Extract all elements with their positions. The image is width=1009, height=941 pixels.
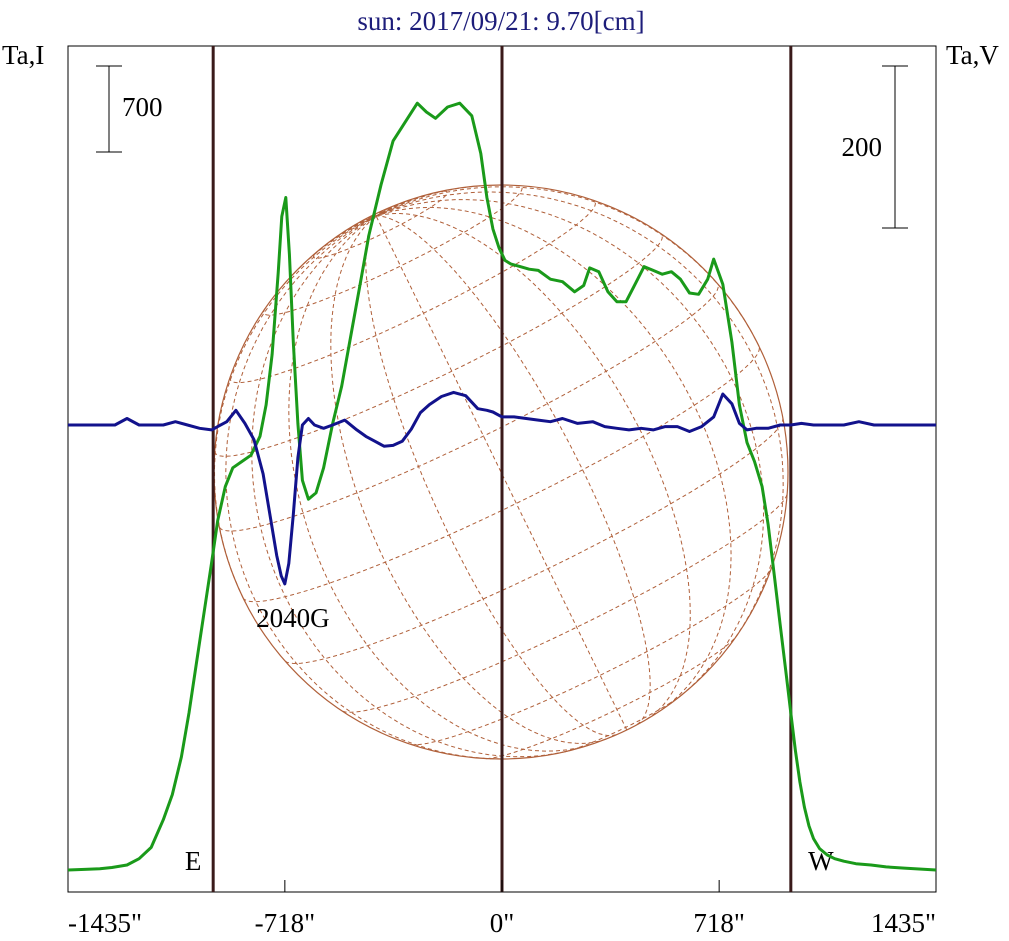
- longitude-line: [376, 215, 651, 725]
- latitude-line: [312, 190, 448, 259]
- x-tick-label: 1435": [871, 908, 936, 938]
- annotations: 2040G: [256, 603, 330, 633]
- longitude-line: [365, 215, 617, 737]
- annotation-label: 2040G: [256, 603, 330, 633]
- longitude-line: [375, 199, 765, 696]
- chart-title: sun: 2017/09/21: 9.70[cm]: [357, 6, 644, 36]
- latitude-line: [285, 418, 784, 665]
- longitude-line: [375, 215, 628, 731]
- longitude-line: [347, 215, 377, 231]
- x-tick-label: 0": [490, 908, 515, 938]
- scale-bar-label: 700: [122, 92, 163, 122]
- longitude-line: [375, 184, 487, 217]
- series-line-I: [67, 101, 937, 872]
- right-axis-label: Ta,V: [946, 40, 999, 70]
- left-axis-label: Ta,I: [2, 40, 44, 70]
- scale-bars: 700 200: [96, 65, 908, 229]
- scale-bar-label: 200: [842, 132, 883, 162]
- longitude-line: [376, 212, 691, 720]
- longitude-line: [288, 215, 588, 752]
- longitude-line: [213, 215, 377, 599]
- longitude-line: [375, 210, 383, 217]
- x-axis-ticks: -1435" -718" 0" 718" 1435": [67, 880, 937, 938]
- x-tick-label: 718": [693, 908, 745, 938]
- x-tick-label: -718": [255, 908, 316, 938]
- limb-label: E: [185, 846, 202, 876]
- longitude-line: [361, 215, 377, 222]
- series-layer: [67, 101, 937, 872]
- latitude-line: [410, 568, 772, 746]
- longitude-line: [283, 215, 377, 285]
- longitude-line: [375, 186, 760, 347]
- x-tick-label: -1435": [68, 908, 142, 938]
- longitude-line: [375, 191, 784, 649]
- latitude-line: [214, 233, 663, 457]
- longitude-line: [375, 201, 405, 217]
- latitude-line: [486, 636, 737, 760]
- longitude-line: [330, 215, 607, 744]
- latitude-line: [229, 199, 596, 384]
- solar-disk-grid: [213, 184, 789, 760]
- series-line-V: [68, 390, 936, 586]
- latitude-line: [342, 494, 788, 713]
- longitude-line: [225, 215, 501, 760]
- longitude-line: [375, 207, 390, 217]
- longitude-line: [375, 206, 732, 709]
